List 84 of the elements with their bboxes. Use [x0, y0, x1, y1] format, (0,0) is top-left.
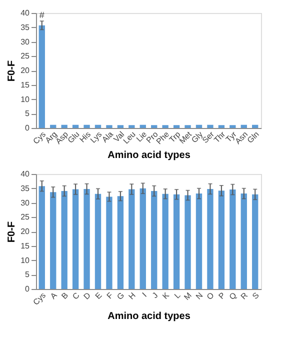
x-axis-title: Amino acid types [108, 310, 191, 322]
x-tick-label: K [160, 290, 172, 301]
bar [252, 124, 258, 128]
bar [196, 124, 202, 128]
x-tick-label: L [172, 290, 183, 300]
bar [94, 124, 102, 128]
y-tick-label: 15 [20, 80, 30, 90]
bar [128, 125, 135, 128]
y-tick-label: 10 [20, 256, 30, 265]
x-tick-label: P [216, 290, 228, 301]
bar [106, 196, 112, 289]
y-tick-label: 30 [20, 198, 30, 208]
x-tick-label: H [126, 290, 138, 302]
y-tick-label: 25 [20, 212, 30, 222]
x-tick-label: A [48, 290, 60, 301]
y-axis-title: F0-F [6, 221, 18, 243]
x-tick-label: Cys [31, 290, 48, 307]
y-tick-label: 5 [25, 109, 30, 118]
bar [84, 124, 90, 128]
x-tick-label: O [205, 290, 216, 302]
bar [117, 196, 124, 289]
y-axis-title: F0-F [6, 60, 18, 82]
bar [240, 124, 247, 128]
bar [84, 188, 90, 289]
x-tick-label: B [60, 290, 70, 301]
bar [184, 125, 191, 128]
bar [230, 125, 236, 128]
bar [196, 194, 202, 289]
x-tick-label: R [239, 290, 250, 302]
bar [50, 192, 56, 289]
bar [173, 125, 180, 128]
bar [230, 190, 236, 289]
bar [38, 186, 45, 289]
y-tick-label: 35 [20, 184, 30, 193]
y-tick-label: 0 [25, 124, 30, 132]
x-tick-label: Thr [212, 130, 228, 145]
bar [151, 190, 158, 289]
x-tick-label: S [250, 290, 261, 301]
x-tick-label: G [115, 290, 126, 302]
bar [218, 190, 225, 289]
bar [207, 188, 214, 289]
y-tick-label: 5 [25, 270, 30, 280]
bar [117, 125, 124, 128]
bar [151, 125, 158, 128]
x-tick-label: N [194, 290, 205, 302]
x-tick-label: M [182, 290, 194, 302]
bar [240, 194, 247, 289]
y-tick-label: 30 [20, 37, 30, 46]
x-tick-label: C [70, 290, 82, 302]
x-tick-label: F [105, 290, 115, 301]
x-tick-label: D [82, 290, 93, 302]
y-tick-label: 20 [20, 66, 30, 75]
x-axis-title: Amino acid types [108, 150, 191, 162]
x-tick-label: Q [228, 290, 238, 302]
y-tick-label: 40 [20, 8, 30, 18]
x-tick-label: J [150, 290, 160, 300]
bar [61, 190, 68, 289]
annotation: # [39, 10, 44, 20]
bar [61, 124, 68, 128]
bar [72, 189, 79, 289]
bar [94, 194, 102, 289]
bar [173, 194, 180, 289]
bar [50, 124, 56, 128]
bar [140, 188, 146, 289]
y-tick-label: 40 [20, 170, 30, 178]
y-tick-label: 10 [20, 94, 30, 104]
bar [218, 125, 225, 128]
bar [72, 124, 79, 128]
bar [162, 194, 168, 289]
x-tick-label: E [94, 290, 104, 301]
y-tick-label: 0 [25, 284, 30, 294]
y-tick-label: 15 [20, 241, 30, 250]
bar [252, 194, 258, 289]
y-tick-label: 35 [20, 22, 30, 32]
bar [106, 125, 112, 128]
y-tick-label: 20 [20, 227, 30, 236]
y-tick-label: 25 [20, 52, 30, 61]
x-tick-label: I [140, 290, 149, 299]
bar [38, 25, 45, 128]
bar [128, 189, 135, 289]
bar [140, 124, 146, 128]
bar [207, 124, 214, 128]
bar [162, 125, 168, 128]
bar [184, 195, 191, 289]
